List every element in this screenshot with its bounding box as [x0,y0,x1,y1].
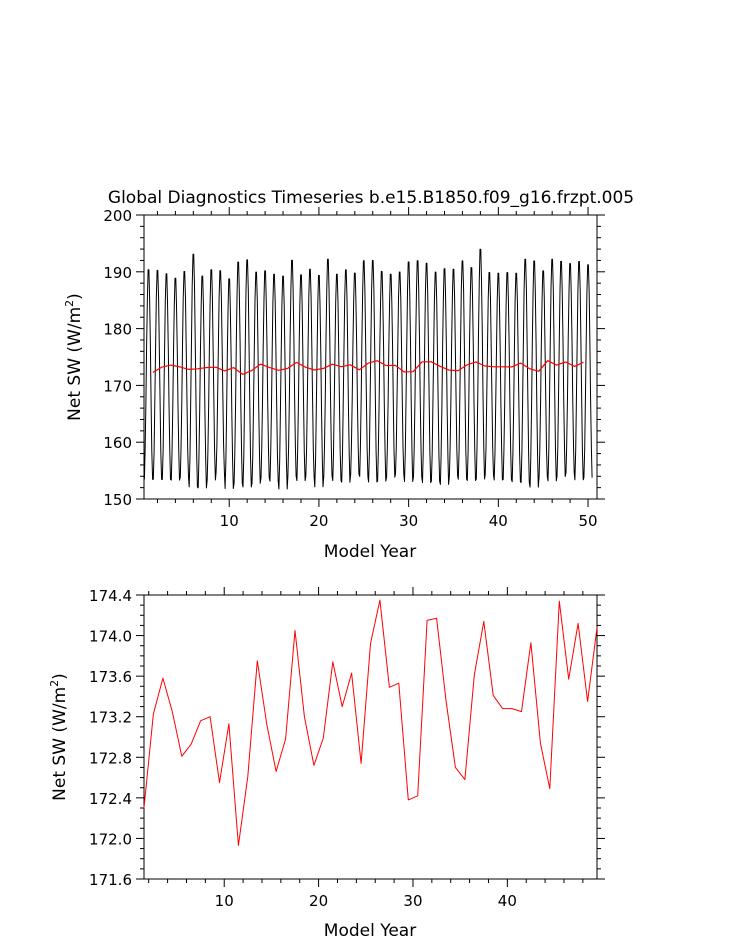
y-tick-label: 174.4 [89,587,132,605]
bottom-x-tick-labels: 10 20 30 40 [215,892,517,910]
y-tick-label: 160 [103,434,132,452]
x-tick-label: 50 [578,512,597,530]
top-x-tick-labels: 10 20 30 40 50 [220,512,598,530]
x-tick-label: 30 [399,512,418,530]
top-x-axis-label: Model Year [324,542,416,562]
bottom-y-tick-labels: 171.6 172.0 172.4 172.8 173.2 173.6 174.0 174.4 [89,587,132,889]
bottom-axis-ticks [136,587,605,887]
y-tick-label: 172.4 [89,790,132,808]
bottom-plot-frame [143,594,598,880]
y-tick-label: 180 [103,321,132,339]
x-tick-label: 20 [309,512,328,530]
y-tick-label: 174.0 [89,628,132,646]
y-tick-label: 200 [103,207,132,225]
top-y-axis-label: Net SW (W/m2) [63,293,85,421]
x-tick-label: 10 [215,892,234,910]
chart-title: Global Diagnostics Timeseries b.e15.B185… [108,188,634,208]
x-tick-label: 40 [498,892,517,910]
x-tick-label: 20 [309,892,328,910]
y-tick-label: 173.6 [89,668,132,686]
x-tick-label: 40 [489,512,508,530]
y-tick-label: 171.6 [89,871,132,889]
bottom-x-axis-label: Model Year [324,921,416,941]
top-y-tick-labels: 150 160 170 180 190 200 [103,207,132,509]
monthly-series-line [143,248,593,490]
y-tick-label: 172.8 [89,749,132,767]
bottom-y-axis-label: Net SW (W/m2) [48,673,70,801]
annual-mean-series-line [143,599,598,846]
top-panel: Global Diagnostics Timeseries b.e15.B185… [63,188,634,562]
top-plot-frame [143,214,598,500]
annual-mean-series-line [152,360,584,375]
x-tick-label: 10 [220,512,239,530]
y-tick-label: 170 [103,377,132,395]
y-tick-label: 172.0 [89,830,132,848]
y-tick-label: 190 [103,264,132,282]
bottom-panel: 171.6 172.0 172.4 172.8 173.2 173.6 174.0 174.4… [48,587,605,941]
top-axis-ticks [136,207,605,507]
y-tick-label: 150 [103,491,132,509]
y-tick-label: 173.2 [89,709,132,727]
x-tick-label: 30 [403,892,422,910]
